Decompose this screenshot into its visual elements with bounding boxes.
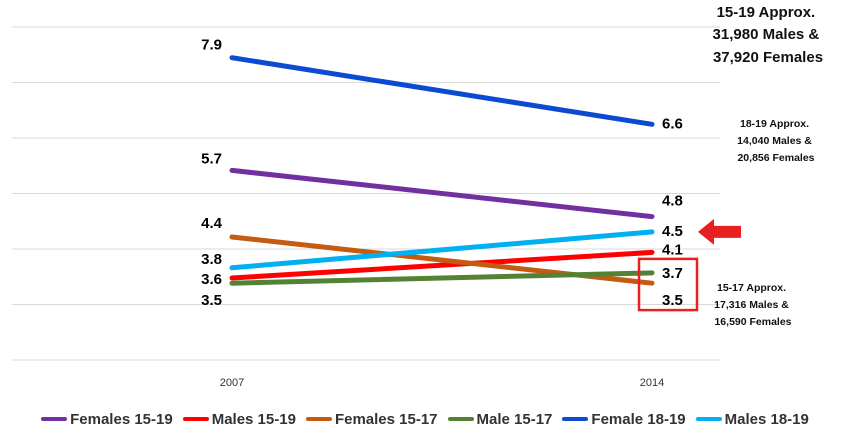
- data-label: 3.5: [201, 292, 222, 309]
- series-line: [229, 55, 655, 127]
- legend-label: Females 15-17: [334, 410, 438, 428]
- legend-item: Male 15-17: [447, 410, 553, 428]
- legend-label: Male 15-17: [476, 410, 553, 428]
- series-lines: [229, 55, 655, 286]
- legend: Females 15-19 Males 15-19 Females 15-17 Mal…: [0, 404, 850, 434]
- legend-item: Females 15-19: [41, 411, 173, 428]
- gridlines: [12, 26, 720, 361]
- data-label: 3.5: [662, 292, 683, 309]
- legend-item: Females 15-17: [305, 410, 438, 428]
- data-labels: 5.7 4.8 3.6 4.1 4.4 3.5 3.5 3.7 7.9 6.6 3.8 4.5: [201, 37, 683, 310]
- legend-label: Female 18-19: [591, 410, 686, 428]
- annotation-15-17: 15-17 Approx. 17,316 Males & 16,590 Fema…: [714, 282, 792, 328]
- data-label: 3.8: [201, 251, 222, 268]
- data-label: 5.7: [201, 150, 222, 167]
- data-label: 3.7: [662, 265, 683, 282]
- series-line: [229, 249, 655, 281]
- legend-label: Males 18-19: [724, 410, 809, 428]
- legend-swatch: [562, 417, 589, 421]
- data-label: 6.6: [662, 115, 683, 132]
- legend-item: Female 18-19: [562, 410, 686, 428]
- annotation-15-19: 15-19 Approx. 31,980 Males & 37,920 Fema…: [713, 4, 824, 66]
- x-tick-label: 2007: [220, 377, 244, 389]
- legend-item: Males 15-19: [182, 410, 296, 428]
- series-line: [229, 229, 655, 271]
- highlight-arrow-icon: [698, 218, 741, 245]
- legend-swatch: [447, 417, 474, 421]
- legend-swatch: [305, 417, 332, 421]
- legend-swatch: [182, 417, 209, 421]
- data-label: 4.1: [662, 241, 683, 258]
- data-label: 4.4: [201, 215, 223, 232]
- legend-label: Males 15-19: [211, 410, 296, 428]
- data-label: 7.9: [201, 37, 222, 54]
- x-axis-ticks: 2007 2014: [220, 377, 664, 389]
- series-line: [229, 270, 655, 286]
- highlight-box: [637, 257, 699, 312]
- x-tick-label: 2014: [640, 377, 664, 389]
- legend-label: Females 15-19: [70, 410, 173, 428]
- legend-swatch: [695, 417, 722, 421]
- annotation-18-19: 18-19 Approx. 14,040 Males & 20,856 Fema…: [737, 118, 815, 164]
- data-label: 4.5: [662, 223, 683, 240]
- series-line: [229, 167, 655, 220]
- legend-swatch: [41, 417, 68, 421]
- legend-item: Males 18-19: [695, 410, 809, 428]
- data-label: 4.8: [662, 193, 683, 210]
- data-label: 3.6: [201, 271, 222, 288]
